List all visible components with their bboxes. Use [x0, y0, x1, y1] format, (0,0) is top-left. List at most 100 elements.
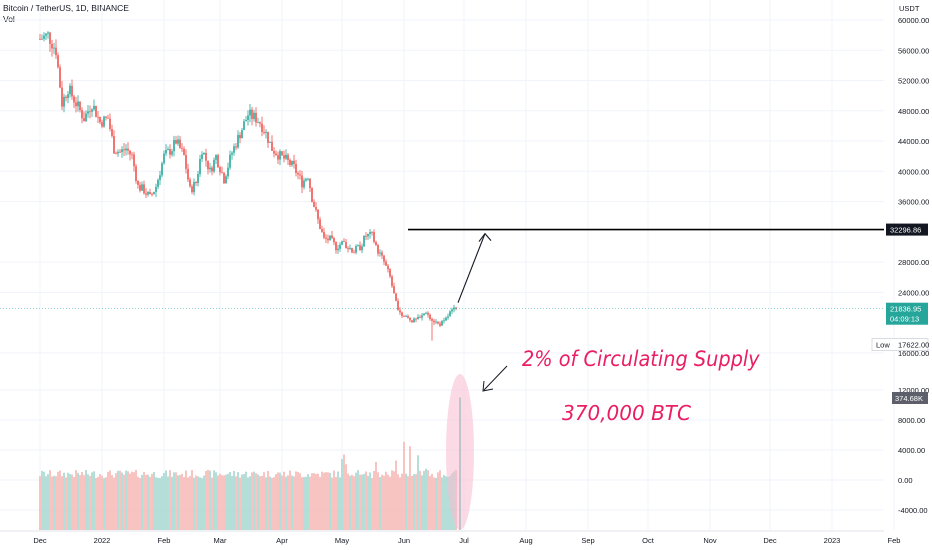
volume-bar — [409, 446, 411, 530]
volume-bar — [259, 476, 261, 530]
price-tick-label: 44000.00 — [898, 137, 929, 146]
candle-body — [433, 320, 435, 323]
candle-body — [425, 312, 427, 314]
candle-body — [297, 172, 299, 175]
volume-bar — [261, 476, 263, 530]
candle-body — [365, 235, 367, 237]
volume-bar — [373, 471, 375, 530]
volume-bar — [83, 475, 85, 530]
volume-bar — [307, 474, 309, 530]
volume-bar — [77, 472, 79, 530]
candle-body — [185, 154, 187, 169]
candle-body — [103, 116, 105, 127]
volume-bar — [191, 470, 193, 530]
volume-bar — [439, 470, 441, 530]
volume-bar — [63, 472, 65, 530]
volume-bar — [151, 473, 153, 530]
volume-bar — [361, 474, 363, 530]
volume-bar — [137, 476, 139, 530]
candle-body — [141, 184, 143, 191]
candle-body — [393, 286, 395, 294]
volume-bar — [447, 476, 449, 530]
projection-arrow — [457, 233, 486, 303]
candle-body — [431, 319, 433, 321]
volume-bar — [441, 477, 443, 530]
volume-bar — [423, 470, 425, 530]
volume-bar — [367, 475, 369, 530]
candle-body — [319, 219, 321, 229]
volume-bar — [383, 475, 385, 530]
volume-bar — [287, 475, 289, 530]
volume-bar — [241, 474, 243, 530]
candle-body — [265, 131, 267, 133]
volume-bar — [329, 472, 331, 530]
candle-body — [261, 123, 263, 132]
candle-body — [257, 122, 259, 123]
candle-body — [289, 159, 291, 165]
candle-body — [67, 94, 69, 98]
volume-bar — [193, 477, 195, 530]
candle-body — [353, 252, 355, 254]
candle-body — [107, 117, 109, 119]
candle-body — [43, 35, 45, 39]
volume-bar — [97, 476, 99, 530]
candle-body — [291, 160, 293, 165]
candle-body — [121, 149, 123, 153]
candle-body — [273, 150, 275, 154]
candle-body — [55, 47, 57, 56]
x-tick-label: Jun — [398, 536, 410, 545]
volume-bar — [267, 470, 269, 530]
volume-bar — [245, 471, 247, 530]
x-tick-label: Jul — [459, 536, 469, 545]
candle-body — [415, 318, 417, 320]
volume-bar — [445, 476, 447, 530]
candle-body — [405, 316, 407, 317]
candle-body — [215, 155, 217, 160]
volume-bar — [227, 473, 229, 530]
candle-body — [383, 255, 385, 262]
candle-body — [145, 193, 147, 195]
candle-body — [399, 310, 401, 313]
volume-bar — [295, 471, 297, 530]
volume-bar — [273, 477, 275, 530]
candle-body — [201, 154, 203, 160]
candle-body — [373, 232, 375, 242]
volume-bar — [153, 472, 155, 530]
low-label-value: 17622.00 — [898, 341, 929, 350]
candle-body — [81, 110, 83, 119]
candle-body — [77, 101, 79, 107]
candle-body — [309, 178, 311, 189]
volume-bar — [279, 472, 281, 530]
volume-bar — [435, 477, 437, 530]
volume-bar — [347, 473, 349, 530]
volume-bar — [145, 474, 147, 530]
volume-bar — [167, 476, 169, 530]
volume-bar — [239, 477, 241, 530]
volume-bar — [211, 477, 213, 530]
volume-bar — [323, 472, 325, 530]
volume-bar — [281, 475, 283, 530]
annotation-btc-amount: 370,000 BTC — [562, 401, 691, 425]
candle-body — [135, 166, 137, 182]
candle-body — [363, 235, 365, 247]
candle-body — [111, 129, 113, 136]
low-label-box — [871, 338, 929, 351]
volume-bar — [255, 473, 257, 530]
candle-body — [345, 241, 347, 249]
volume-bar — [417, 455, 419, 530]
volume-bar — [179, 474, 181, 530]
candle-body — [39, 38, 41, 40]
candle-body — [357, 245, 359, 247]
candle-body — [129, 150, 131, 155]
price-tick-label: 16000.00 — [898, 349, 929, 358]
candle-body — [293, 160, 295, 164]
x-tick-label: Dec — [763, 536, 777, 545]
volume-bar — [197, 476, 199, 530]
candle-body — [347, 248, 349, 249]
candle-body — [159, 175, 161, 180]
volume-bar — [355, 472, 357, 530]
candle-body — [333, 238, 335, 243]
candle-body — [225, 176, 227, 184]
volume-bar — [243, 474, 245, 530]
